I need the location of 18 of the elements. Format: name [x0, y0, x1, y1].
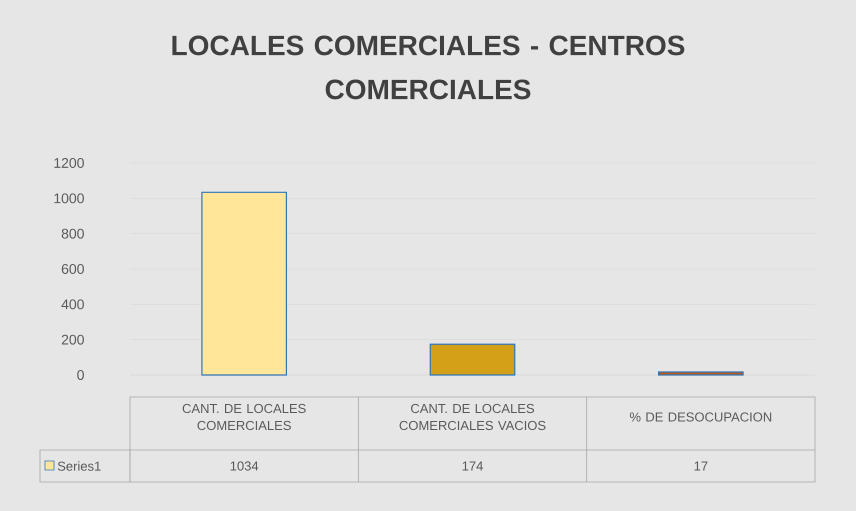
- bar: [430, 344, 516, 376]
- bar: [201, 192, 288, 376]
- y-tick-label: 1000: [54, 193, 84, 204]
- x-tick-label: CANT. DE LOCALES COMERCIALES: [182, 404, 306, 430]
- data-label: 1034: [230, 461, 258, 471]
- data-label: 174: [462, 462, 483, 470]
- x-tick-label: % DE DESOCUPACION: [630, 412, 772, 422]
- data-label: 17: [694, 462, 708, 470]
- y-tick-label: 1200: [54, 158, 84, 168]
- legend-label: Series1: [58, 461, 101, 471]
- y-tick-label: 0: [77, 370, 84, 380]
- y-tick-label: 200: [62, 334, 84, 345]
- y-tick-label: 800: [62, 228, 84, 239]
- y-tick-label: 600: [62, 264, 84, 274]
- y-tick-label: 400: [61, 299, 84, 310]
- chart-title: LOCALES COMERCIALES - CENTROS COMERCIALES: [172, 36, 684, 100]
- bar: [658, 371, 744, 376]
- x-tick-label: CANT. DE LOCALES COMERCIALES VACIOS: [400, 404, 546, 430]
